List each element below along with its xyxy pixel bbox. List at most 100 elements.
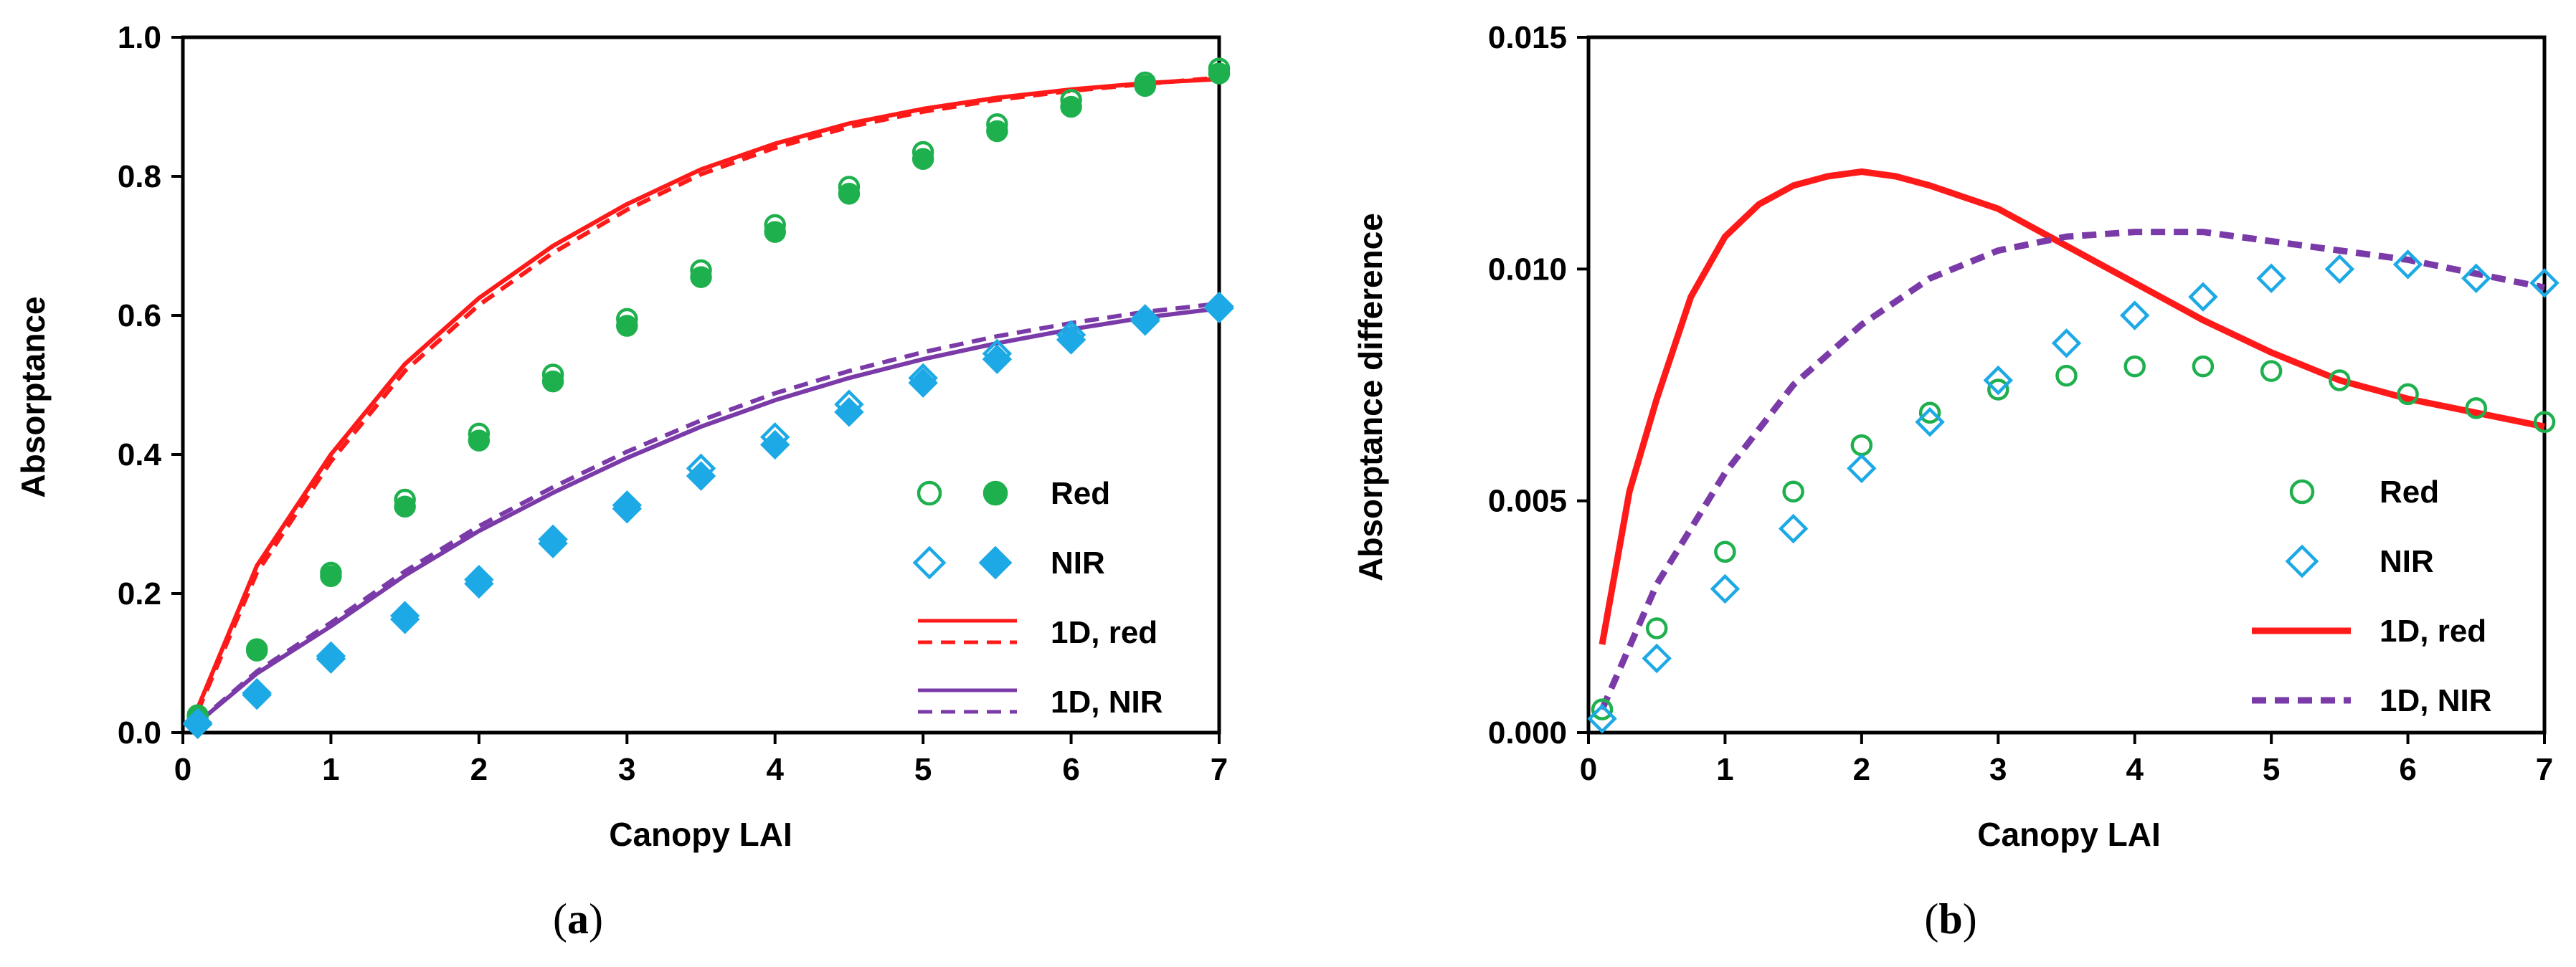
panel-a-legend-swatch <box>982 480 1008 506</box>
panel-a-series-line-1d-nir-solid <box>196 306 1220 725</box>
panel-a-legend-label: 1D, red <box>1051 615 1157 650</box>
panel-b-legend-swatch <box>2285 544 2319 578</box>
panel-b-point-nir <box>1983 365 2014 396</box>
panel-b-caption: (b) <box>1924 895 1976 943</box>
panel-a-xtick-label: 3 <box>618 752 635 787</box>
panel-a-point-nir-filled <box>538 528 568 558</box>
panel-a-point-red-filled <box>468 429 491 452</box>
panel-b-legend-label: 1D, NIR <box>2380 683 2491 718</box>
panel-b-caption-letter: b <box>1938 895 1962 943</box>
panel-b-point-red <box>1714 540 1736 563</box>
panel-b-legend-label: NIR <box>2380 544 2434 579</box>
panel-b-point-nir <box>2461 263 2491 293</box>
panel-b-legend-swatch <box>2289 479 2315 505</box>
panel-a-plot-area: 0 1 2 3 4 5 6 7 0.0 0.2 0.4 0.6 0.8 1.0 Red NIR 1D, red 1… <box>118 20 1234 787</box>
panel-b-point-nir <box>2256 263 2286 293</box>
panel-b-xtick-label: 0 <box>1580 752 1597 787</box>
panel-b-point-red <box>2123 355 2146 378</box>
panel-b-xtick-label: 1 <box>1716 752 1733 787</box>
panel-a-legend-swatch <box>912 546 947 580</box>
panel-a-legend-label: Red <box>1051 476 1110 511</box>
panel-b-point-nir <box>1847 453 1877 484</box>
panel-b-legend-label: 1D, red <box>2380 614 2486 649</box>
panel-a-point-nir-filled <box>464 568 494 599</box>
panel-a-point-red-filled <box>838 183 861 205</box>
panel-b-point-red <box>2397 383 2419 406</box>
panel-b-ytick-label: 0.005 <box>1488 484 1567 519</box>
panel-a-ytick-label: 0.4 <box>118 437 162 472</box>
panel-a-absorptance: 0 1 2 3 4 5 6 7 0.0 0.2 0.4 0.6 0.8 1.0 Red NIR 1D, red 1… <box>14 20 1234 943</box>
panel-a-legend-label: NIR <box>1051 546 1105 581</box>
panel-a-point-red-filled <box>541 370 564 393</box>
panel-b-caption-close: ) <box>1963 895 1977 943</box>
panel-a-legend-swatch <box>917 480 942 506</box>
panel-a-xtick-label: 7 <box>1211 752 1228 787</box>
panel-a-point-red-filled <box>616 315 638 337</box>
panel-a-plot-frame <box>181 35 1221 735</box>
panel-b-point-nir <box>1642 643 1672 674</box>
panel-b-plot-frame <box>1586 35 2547 735</box>
panel-b-point-nir <box>1915 407 1945 437</box>
panel-b-point-nir <box>2392 249 2423 280</box>
panel-a-xtick-label: 2 <box>470 752 488 787</box>
panel-a-series-line-1d-nir-dashed <box>196 301 1220 724</box>
panel-b-xtick-label: 2 <box>1853 752 1870 787</box>
panel-a-legend-label: 1D, NIR <box>1051 685 1162 720</box>
panel-b-ytick-label: 0.015 <box>1488 20 1567 55</box>
panel-a-ytick-label: 1.0 <box>118 20 161 55</box>
panel-a-point-nir-filled <box>908 368 938 398</box>
panel-b-xtick-label: 6 <box>2399 752 2416 787</box>
panel-b-point-red <box>1987 378 2009 401</box>
panel-a-caption-close: ) <box>589 895 603 943</box>
panel-b-absorptance-difference: 0 1 2 3 4 5 6 7 0.000 0.005 0.010 0.015 Red NIR 1D, re… <box>1352 20 2560 943</box>
panel-b-point-red <box>2465 397 2488 419</box>
panel-a-xtick-label: 0 <box>174 752 191 787</box>
panel-b-xtick-label: 4 <box>2126 752 2144 787</box>
panel-a-ytick-label: 0.8 <box>118 159 161 194</box>
panel-b-point-nir <box>1778 513 1809 544</box>
panel-a-ytick-label: 0.0 <box>118 715 161 751</box>
panel-b-series-line-1d-nir <box>1599 229 2545 711</box>
panel-a-point-red-filled <box>320 565 342 587</box>
panel-a-point-red-filled <box>764 221 786 243</box>
panel-b-point-nir <box>2529 268 2560 298</box>
panel-a-caption: (a) <box>553 895 603 943</box>
panel-b-point-red <box>2260 360 2283 382</box>
panel-a-ytick-label: 0.6 <box>118 298 161 333</box>
panel-a-series-line-1d-red-dashed <box>195 75 1220 713</box>
panel-a-ytick-label: 0.2 <box>118 576 161 611</box>
panel-a-point-nir-filled <box>686 461 716 491</box>
panel-b-point-nir <box>2324 254 2355 285</box>
panel-b-xlabel: Canopy LAI <box>1977 816 2161 853</box>
panel-a-xtick-label: 6 <box>1062 752 1079 787</box>
panel-a-xtick-label: 1 <box>322 752 339 787</box>
panel-b-point-nir <box>2051 328 2082 358</box>
panel-a-legend: Red NIR 1D, red 1D, NIR <box>912 476 1162 720</box>
panel-a-point-nir-filled <box>612 493 643 524</box>
panel-a-point-nir-filled <box>1130 306 1160 336</box>
panel-b-point-red <box>1591 698 1614 720</box>
panel-b-point-red <box>2329 369 2351 391</box>
panel-a-point-nir-filled <box>1204 293 1234 324</box>
panel-a-point-nir-filled <box>242 680 272 710</box>
panel-b-point-red <box>2192 355 2215 378</box>
panel-b-series-line-1d-red <box>1599 168 2545 645</box>
panel-a-point-nir-filled <box>316 644 346 674</box>
panel-b-ylabel: Absorptance difference <box>1352 213 1389 581</box>
panel-a-caption-letter: a <box>567 895 589 943</box>
panel-a-point-red-filled <box>394 495 416 518</box>
panel-b-point-nir <box>1710 573 1741 604</box>
panel-b-legend-label: Red <box>2380 475 2439 510</box>
panel-b-point-red <box>1918 401 1941 424</box>
panel-b-point-red <box>2055 364 2078 387</box>
panel-a-point-red-filled <box>245 639 268 662</box>
panel-a-point-nir-filled <box>759 429 790 460</box>
panel-a-point-nir-filled <box>982 344 1013 374</box>
panel-b-point-nir <box>2119 300 2150 330</box>
panel-a-xlabel: Canopy LAI <box>609 816 792 853</box>
panel-b-point-nir <box>1587 703 1617 734</box>
panel-a-point-red-filled <box>1134 75 1157 97</box>
panel-b-caption-open: ( <box>1924 895 1938 943</box>
panel-b-point-red <box>1782 480 1804 502</box>
